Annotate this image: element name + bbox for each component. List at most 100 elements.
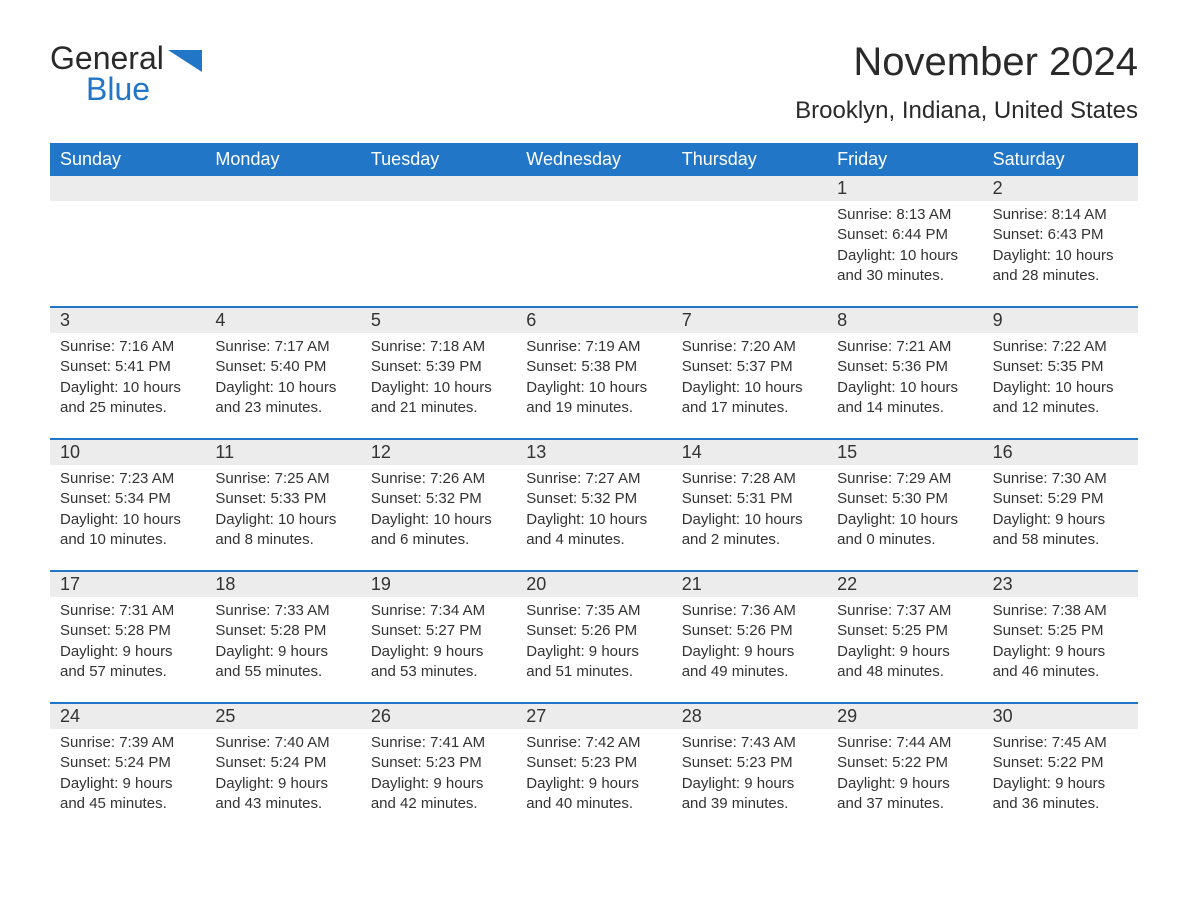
daylight-text: Daylight: 10 hours and 21 minutes. [371,378,506,419]
week-row: 17 Sunrise: 7:31 AM Sunset: 5:28 PM Dayligh… [50,570,1138,702]
day-number [516,176,671,201]
sunrise-text: Sunrise: 7:31 AM [60,601,195,621]
day-cell: 6Sunrise: 7:19 AMSunset: 5:38 PMDaylight… [516,308,671,438]
day-cell: 3Sunrise: 7:16 AMSunset: 5:41 PMDaylight… [50,308,205,438]
sunrise-text: Sunrise: 7:20 AM [682,337,817,357]
day-cell: 21Sunrise: 7:36 AMSunset: 5:26 PMDayligh… [672,572,827,702]
day-content: Sunrise: 7:20 AMSunset: 5:37 PMDaylight:… [672,333,827,428]
day-number: 28 [672,704,827,729]
daylight-text: Daylight: 10 hours and 30 minutes. [837,246,972,287]
sunset-text: Sunset: 5:27 PM [371,621,506,641]
day-cell [672,176,827,306]
day-content: Sunrise: 7:28 AMSunset: 5:31 PMDaylight:… [672,465,827,560]
day-number [205,176,360,201]
sunset-text: Sunset: 5:24 PM [60,753,195,773]
day-content [50,201,205,215]
sunrise-text: Sunrise: 7:40 AM [215,733,350,753]
daylight-text: Daylight: 9 hours and 46 minutes. [993,642,1128,683]
day-content: Sunrise: 7:21 AMSunset: 5:36 PMDaylight:… [827,333,982,428]
day-number: 8 [827,308,982,333]
day-number: 29 [827,704,982,729]
day-number: 1 [827,176,982,201]
weekday-saturday: Saturday [983,143,1138,176]
day-number: 19 [361,572,516,597]
day-cell: 11Sunrise: 7:25 AMSunset: 5:33 PMDayligh… [205,440,360,570]
sunset-text: Sunset: 6:43 PM [993,225,1128,245]
sunrise-text: Sunrise: 7:25 AM [215,469,350,489]
day-number: 27 [516,704,671,729]
day-content: Sunrise: 7:29 AMSunset: 5:30 PMDaylight:… [827,465,982,560]
daylight-text: Daylight: 9 hours and 49 minutes. [682,642,817,683]
day-cell: 29Sunrise: 7:44 AMSunset: 5:22 PMDayligh… [827,704,982,834]
day-cell: 30Sunrise: 7:45 AMSunset: 5:22 PMDayligh… [983,704,1138,834]
sunrise-text: Sunrise: 7:26 AM [371,469,506,489]
daylight-text: Daylight: 10 hours and 17 minutes. [682,378,817,419]
day-content: Sunrise: 7:38 AMSunset: 5:25 PMDaylight:… [983,597,1138,692]
sunrise-text: Sunrise: 7:18 AM [371,337,506,357]
day-number: 16 [983,440,1138,465]
daylight-text: Daylight: 9 hours and 58 minutes. [993,510,1128,551]
day-cell: 5Sunrise: 7:18 AMSunset: 5:39 PMDaylight… [361,308,516,438]
day-cell: 12Sunrise: 7:26 AMSunset: 5:32 PMDayligh… [361,440,516,570]
day-number: 10 [50,440,205,465]
day-cell: 8Sunrise: 7:21 AMSunset: 5:36 PMDaylight… [827,308,982,438]
day-cell: 25Sunrise: 7:40 AMSunset: 5:24 PMDayligh… [205,704,360,834]
sunset-text: Sunset: 5:26 PM [526,621,661,641]
day-cell: 26Sunrise: 7:41 AMSunset: 5:23 PMDayligh… [361,704,516,834]
sunset-text: Sunset: 5:34 PM [60,489,195,509]
day-cell: 10Sunrise: 7:23 AMSunset: 5:34 PMDayligh… [50,440,205,570]
day-number: 2 [983,176,1138,201]
sunset-text: Sunset: 5:28 PM [215,621,350,641]
day-number: 20 [516,572,671,597]
day-content: Sunrise: 7:30 AMSunset: 5:29 PMDaylight:… [983,465,1138,560]
day-content: Sunrise: 7:16 AMSunset: 5:41 PMDaylight:… [50,333,205,428]
daylight-text: Daylight: 10 hours and 2 minutes. [682,510,817,551]
daylight-text: Daylight: 10 hours and 6 minutes. [371,510,506,551]
logo: General Blue [50,40,202,108]
sunset-text: Sunset: 5:22 PM [993,753,1128,773]
day-cell: 18Sunrise: 7:33 AMSunset: 5:28 PMDayligh… [205,572,360,702]
weekday-friday: Friday [827,143,982,176]
day-number: 6 [516,308,671,333]
weekday-sunday: Sunday [50,143,205,176]
daylight-text: Daylight: 9 hours and 42 minutes. [371,774,506,815]
daylight-text: Daylight: 10 hours and 8 minutes. [215,510,350,551]
sunrise-text: Sunrise: 7:30 AM [993,469,1128,489]
logo-shape-icon [168,50,202,72]
sunset-text: Sunset: 5:40 PM [215,357,350,377]
day-number: 7 [672,308,827,333]
day-content: Sunrise: 7:18 AMSunset: 5:39 PMDaylight:… [361,333,516,428]
day-cell [361,176,516,306]
day-cell: 22Sunrise: 7:37 AMSunset: 5:25 PMDayligh… [827,572,982,702]
calendar: Sunday Monday Tuesday Wednesday Thursday… [50,143,1138,834]
sunrise-text: Sunrise: 7:44 AM [837,733,972,753]
daylight-text: Daylight: 9 hours and 53 minutes. [371,642,506,683]
day-content: Sunrise: 7:36 AMSunset: 5:26 PMDaylight:… [672,597,827,692]
day-content: Sunrise: 7:45 AMSunset: 5:22 PMDaylight:… [983,729,1138,824]
sunrise-text: Sunrise: 7:17 AM [215,337,350,357]
sunrise-text: Sunrise: 7:27 AM [526,469,661,489]
daylight-text: Daylight: 9 hours and 37 minutes. [837,774,972,815]
day-content: Sunrise: 7:35 AMSunset: 5:26 PMDaylight:… [516,597,671,692]
day-number: 22 [827,572,982,597]
day-number: 26 [361,704,516,729]
daylight-text: Daylight: 9 hours and 45 minutes. [60,774,195,815]
sunset-text: Sunset: 5:32 PM [371,489,506,509]
sunrise-text: Sunrise: 7:37 AM [837,601,972,621]
day-number: 17 [50,572,205,597]
sunrise-text: Sunrise: 7:23 AM [60,469,195,489]
weekday-tuesday: Tuesday [361,143,516,176]
day-number: 5 [361,308,516,333]
sunrise-text: Sunrise: 8:14 AM [993,205,1128,225]
day-number: 9 [983,308,1138,333]
day-number: 25 [205,704,360,729]
sunrise-text: Sunrise: 7:41 AM [371,733,506,753]
sunrise-text: Sunrise: 7:39 AM [60,733,195,753]
sunrise-text: Sunrise: 8:13 AM [837,205,972,225]
day-cell [205,176,360,306]
location: Brooklyn, Indiana, United States [795,97,1138,125]
sunset-text: Sunset: 5:31 PM [682,489,817,509]
sunset-text: Sunset: 5:24 PM [215,753,350,773]
daylight-text: Daylight: 10 hours and 0 minutes. [837,510,972,551]
month-title: November 2024 [795,40,1138,85]
